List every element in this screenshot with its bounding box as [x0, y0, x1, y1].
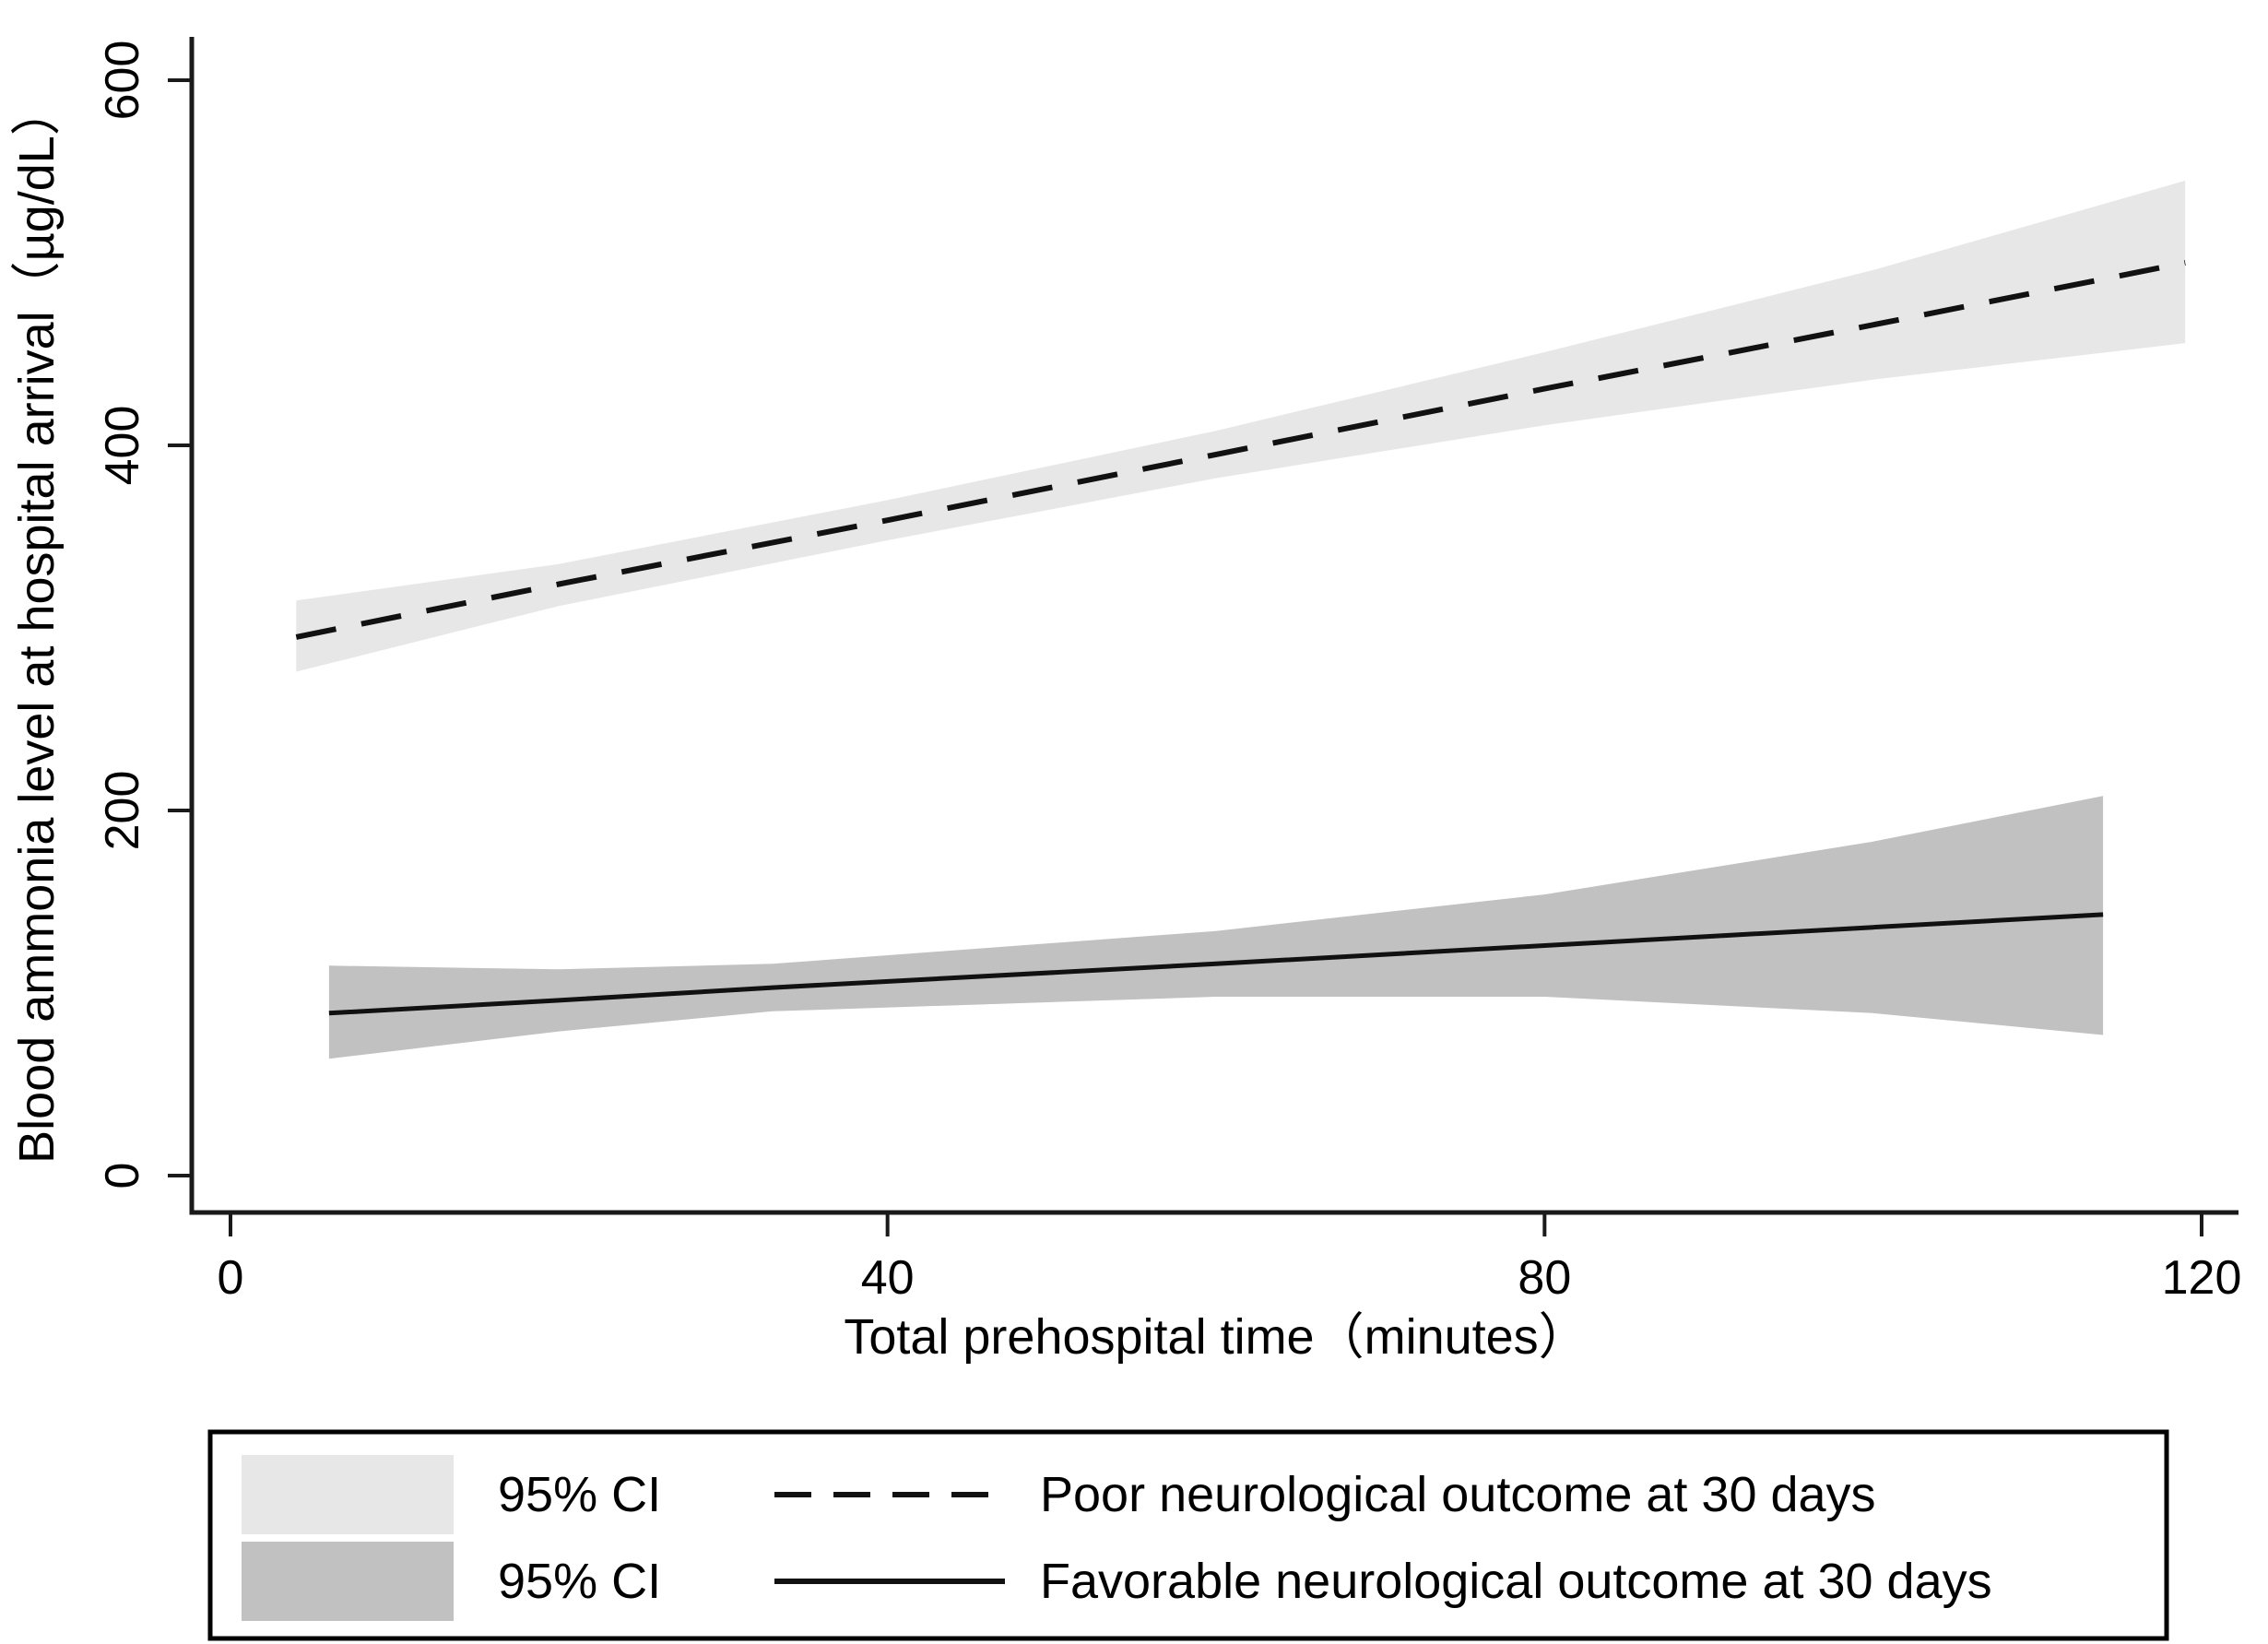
legend-box: [207, 1429, 2169, 1641]
y-tick-label: 200: [96, 771, 149, 851]
y-tick-label: 600: [96, 41, 149, 121]
y-axis-title: Blood ammonia level at hospital arrival（…: [9, 86, 65, 1164]
x-tick-label: 40: [861, 1251, 915, 1305]
ci-band-poor: [296, 180, 2186, 672]
y-tick-label: 400: [96, 406, 149, 486]
x-tick-label: 0: [218, 1251, 244, 1305]
ci-band-favorable: [328, 796, 2104, 1059]
legend-ci-swatch-poor: [242, 1455, 454, 1534]
legend-series-label-favorable: Favorable neurological outcome at 30 day…: [1040, 1554, 1992, 1609]
line-poor: [295, 260, 2186, 640]
legend-series-label-poor: Poor neurological outcome at 30 days: [1040, 1467, 1876, 1522]
x-tick-label: 120: [2162, 1251, 2242, 1305]
x-axis-title: Total prehospital time（minutes）: [844, 1309, 1588, 1365]
axes-frame: [189, 37, 2238, 1215]
line-favorable: [328, 912, 2104, 1016]
legend-ci-label-poor: 95% CI: [498, 1467, 661, 1522]
legend-ci-swatch-favorable: [242, 1542, 454, 1621]
y-tick-label: 0: [96, 1163, 149, 1189]
legend-ci-label-favorable: 95% CI: [498, 1554, 661, 1609]
x-tick-label: 80: [1518, 1251, 1571, 1305]
